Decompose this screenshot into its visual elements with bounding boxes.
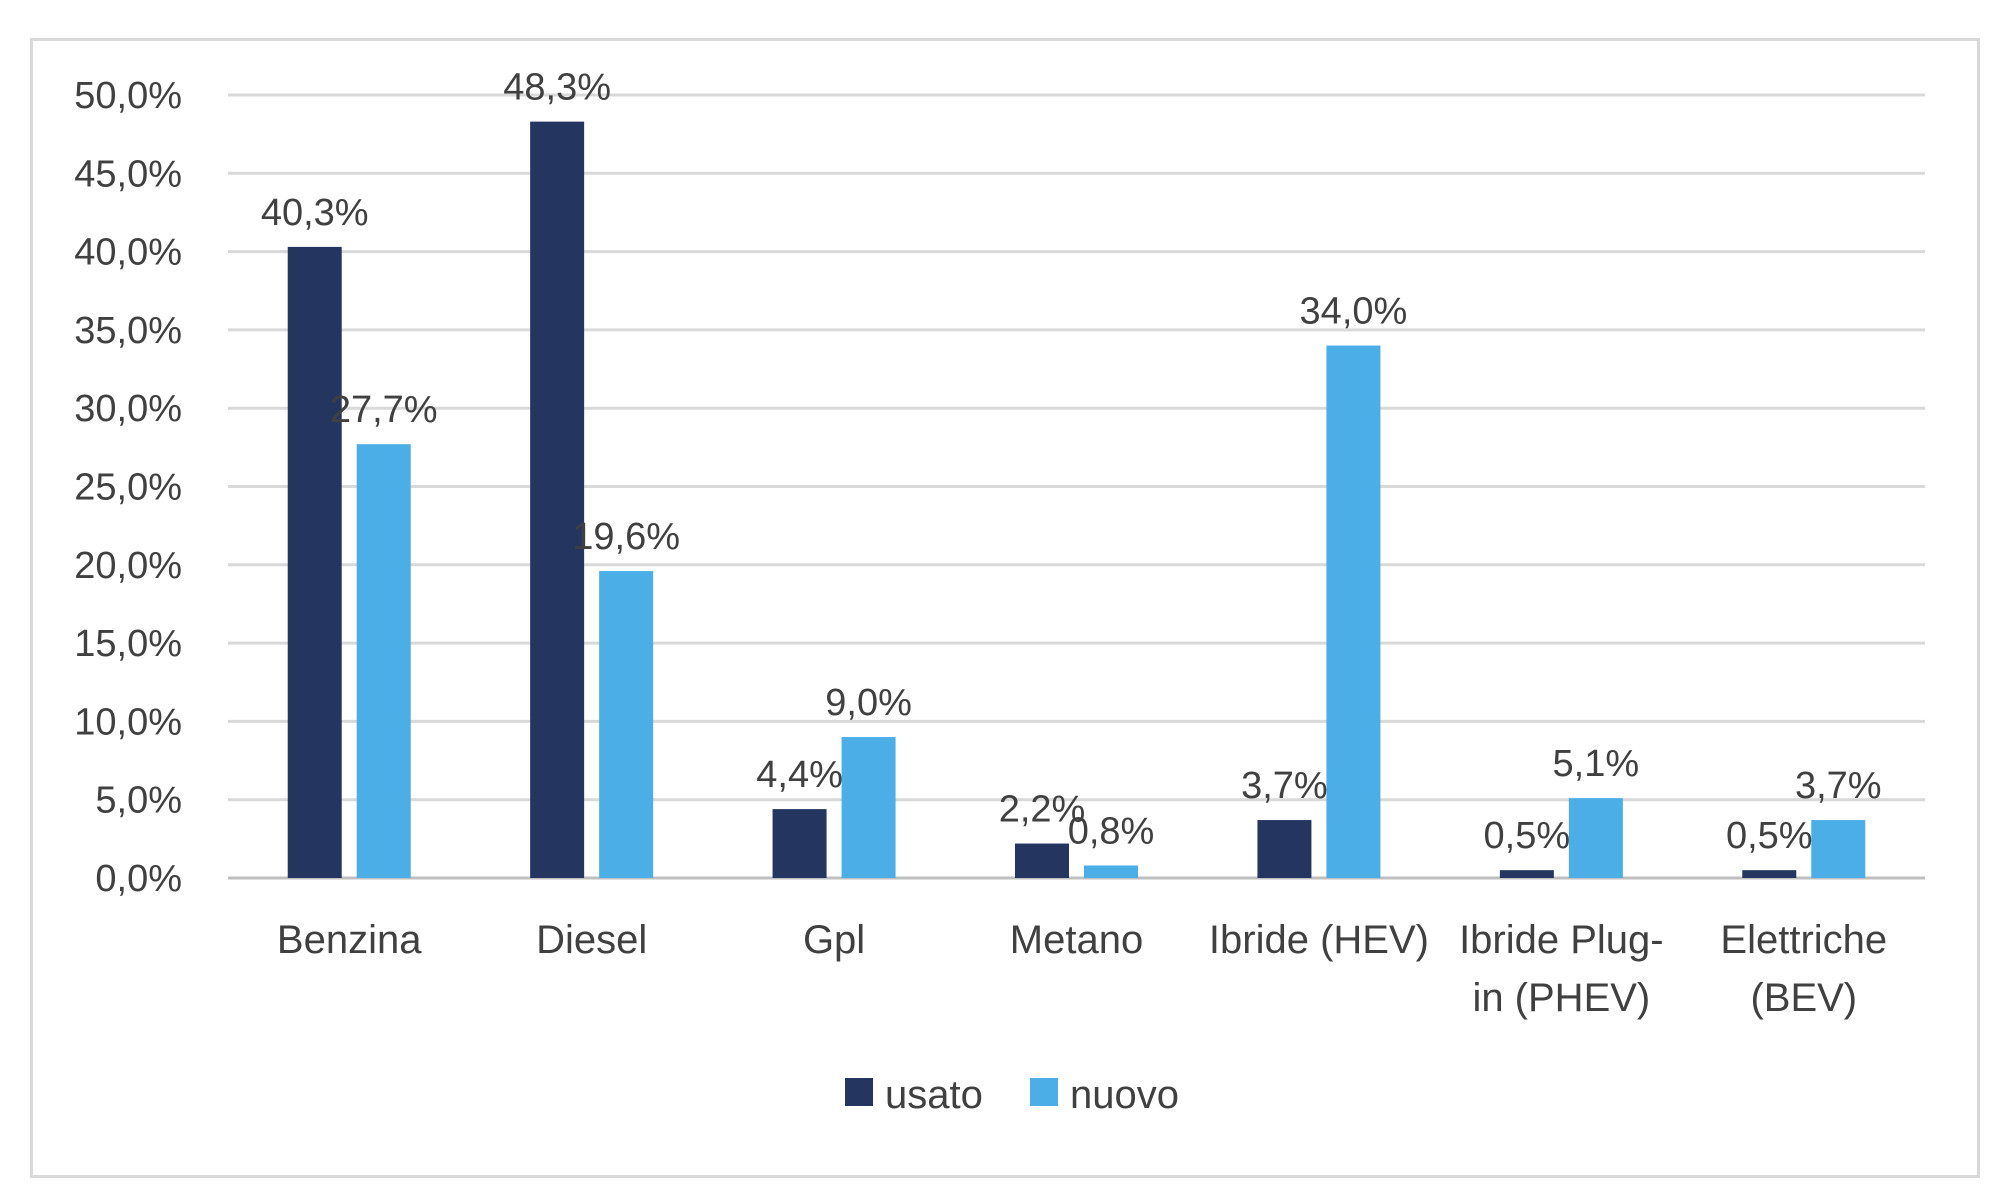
bar-usato-2 (772, 809, 827, 878)
bar-usato-1 (530, 121, 585, 878)
gridlines (228, 93, 1925, 880)
y-tick-label: 40,0% (74, 232, 182, 274)
legend-swatch-usato (845, 1078, 873, 1106)
data-label-usato-4: 3,7% (1241, 765, 1328, 807)
bar-nuovo-0 (356, 444, 411, 878)
data-label-usato-2: 4,4% (756, 754, 843, 796)
y-tick-label: 0,0% (95, 858, 182, 900)
data-label-nuovo-6: 3,7% (1795, 765, 1882, 807)
data-label-usato-1: 48,3% (503, 67, 611, 109)
data-label-usato-6: 0,5% (1726, 815, 1813, 857)
bar-usato-3 (1015, 843, 1069, 878)
category-label-0: Benzina (277, 918, 422, 962)
y-tick-label: 15,0% (74, 623, 182, 665)
data-label-usato-0: 40,3% (261, 192, 369, 234)
legend-label-nuovo: nuovo (1070, 1073, 1179, 1117)
y-tick-label: 10,0% (74, 701, 182, 743)
x-axis-category-labels: Benzina Diesel Gpl Metano Ibride (HEV) Ibride… (277, 918, 1887, 1020)
bar-nuovo-3 (1084, 865, 1138, 878)
y-tick-label: 5,0% (95, 780, 182, 822)
bar-usato-4 (1257, 820, 1312, 878)
bars (287, 121, 1866, 879)
bar-usato-6 (1742, 870, 1797, 878)
bar-nuovo-4 (1326, 345, 1381, 878)
category-label-5: in (PHEV) (1472, 976, 1650, 1020)
y-axis-tick-labels: 0,0% 5,0% 10,0% 15,0% 20,0% 25,0% 30,0% 35,0% 40… (74, 75, 182, 900)
data-label-nuovo-5: 5,1% (1553, 743, 1640, 785)
bar-nuovo-1 (599, 571, 654, 878)
legend-swatch-nuovo (1030, 1078, 1058, 1106)
data-label-usato-5: 0,5% (1484, 815, 1571, 857)
category-label-2: Gpl (803, 918, 865, 962)
category-label-4: Ibride (HEV) (1209, 918, 1429, 962)
data-label-nuovo-0: 27,7% (330, 389, 438, 431)
category-label-6: Elettriche (1720, 918, 1887, 962)
bar-usato-5 (1499, 870, 1554, 878)
category-label-3: Metano (1010, 918, 1143, 962)
y-tick-label: 35,0% (74, 310, 182, 352)
y-tick-label: 25,0% (74, 467, 182, 509)
y-tick-label: 20,0% (74, 545, 182, 587)
data-label-usato-3: 2,2% (999, 789, 1086, 831)
data-labels: 40,3% 27,7% 48,3% 19,6% 4,4% 9,0% 2,2%0,8% 3,7%… (261, 67, 1882, 858)
y-tick-label: 45,0% (74, 153, 182, 195)
bar-nuovo-2 (841, 737, 896, 878)
bar-nuovo-6 (1811, 820, 1866, 878)
category-label-5: Ibride Plug- (1459, 918, 1664, 962)
y-tick-label: 30,0% (74, 388, 182, 430)
chart-frame (30, 38, 1980, 1178)
category-label-1: Diesel (536, 918, 647, 962)
bar-usato-0 (287, 246, 342, 879)
bar-nuovo-5 (1568, 798, 1623, 878)
legend: usato nuovo (845, 1073, 1179, 1117)
category-label-6: (BEV) (1750, 976, 1857, 1020)
y-tick-label: 50,0% (74, 75, 182, 117)
data-label-nuovo-4: 34,0% (1300, 291, 1408, 333)
data-label-nuovo-2: 9,0% (825, 682, 912, 724)
data-label-nuovo-3: 0,8% (1068, 810, 1155, 852)
legend-label-usato: usato (885, 1073, 983, 1117)
data-label-nuovo-1: 19,6% (572, 516, 680, 558)
